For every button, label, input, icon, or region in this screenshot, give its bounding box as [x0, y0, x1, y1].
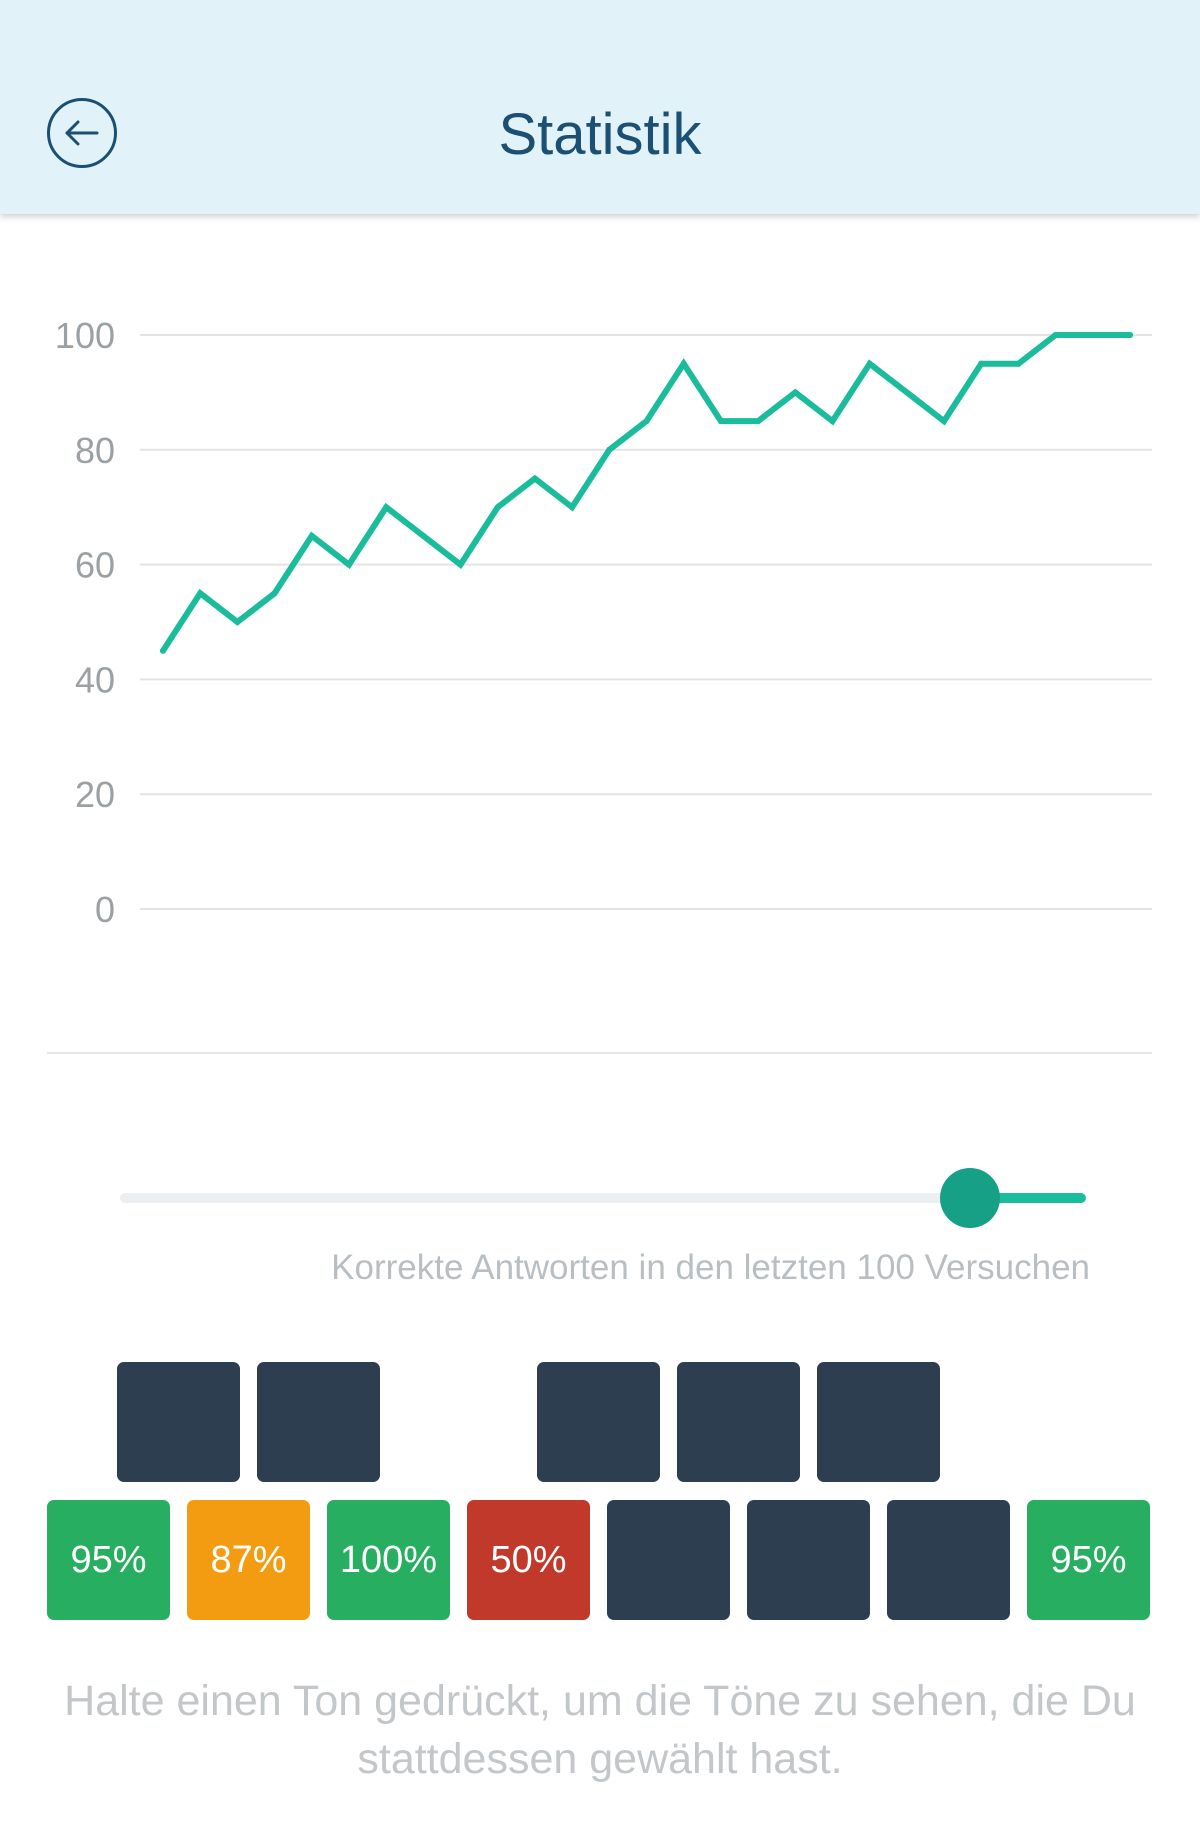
chart-caption: Korrekte Antworten in den letzten 100 Ve…	[331, 1248, 1090, 1287]
white-key[interactable]	[887, 1500, 1010, 1620]
accuracy-line-chart: 0 20 40 60 80 100	[55, 315, 1152, 930]
white-key[interactable]: 95%	[1027, 1500, 1150, 1620]
data-point	[1127, 332, 1133, 338]
data-point	[420, 532, 427, 539]
black-key[interactable]	[537, 1362, 660, 1482]
black-key[interactable]	[817, 1362, 940, 1482]
data-point	[941, 418, 947, 425]
data-point	[308, 532, 315, 539]
back-button[interactable]	[47, 98, 117, 168]
y-tick-label: 20	[75, 774, 115, 815]
data-point	[234, 619, 241, 625]
data-point	[643, 418, 650, 425]
data-point	[569, 504, 576, 511]
data-point	[1089, 332, 1096, 338]
white-key[interactable]: 87%	[187, 1500, 310, 1620]
data-point	[755, 418, 762, 425]
data-point	[680, 360, 687, 367]
data-point	[1052, 332, 1059, 338]
data-point	[383, 504, 390, 511]
data-point	[978, 360, 985, 367]
slider-thumb[interactable]	[940, 1168, 1001, 1228]
white-key[interactable]: 100%	[327, 1500, 450, 1620]
divider	[47, 1052, 1152, 1054]
data-point	[606, 446, 613, 453]
data-point	[160, 647, 166, 654]
data-point	[792, 389, 799, 396]
accuracy-series-line	[160, 332, 1133, 654]
data-point	[271, 590, 278, 597]
data-point	[829, 418, 836, 425]
y-tick-label: 80	[75, 430, 115, 471]
y-tick-label: 100	[55, 315, 115, 356]
white-key[interactable]: 95%	[47, 1500, 170, 1620]
hint-text: Halte einen Ton gedrückt, um die Töne zu…	[64, 1677, 1136, 1783]
black-key[interactable]	[677, 1362, 800, 1482]
data-point	[457, 561, 464, 568]
history-slider[interactable]	[120, 1168, 1086, 1228]
page-title: Statistik	[498, 102, 702, 167]
app-header: Statistik	[0, 0, 1200, 214]
data-point	[903, 389, 910, 396]
slider-track	[120, 1193, 1086, 1203]
white-key[interactable]	[747, 1500, 870, 1620]
data-point	[717, 418, 724, 425]
white-key[interactable]	[607, 1500, 730, 1620]
data-point	[866, 360, 873, 367]
y-tick-label: 0	[95, 889, 115, 930]
slider-fill	[970, 1193, 1086, 1203]
black-key[interactable]	[117, 1362, 240, 1482]
y-tick-label: 60	[75, 545, 115, 586]
arrow-left-circle-icon	[65, 120, 99, 146]
black-key[interactable]	[257, 1362, 380, 1482]
data-point	[197, 590, 204, 597]
y-tick-label: 40	[75, 659, 115, 700]
data-point	[1015, 360, 1022, 367]
white-key[interactable]: 50%	[467, 1500, 590, 1620]
data-point	[531, 475, 538, 482]
data-point	[346, 561, 352, 568]
data-point	[494, 504, 501, 511]
